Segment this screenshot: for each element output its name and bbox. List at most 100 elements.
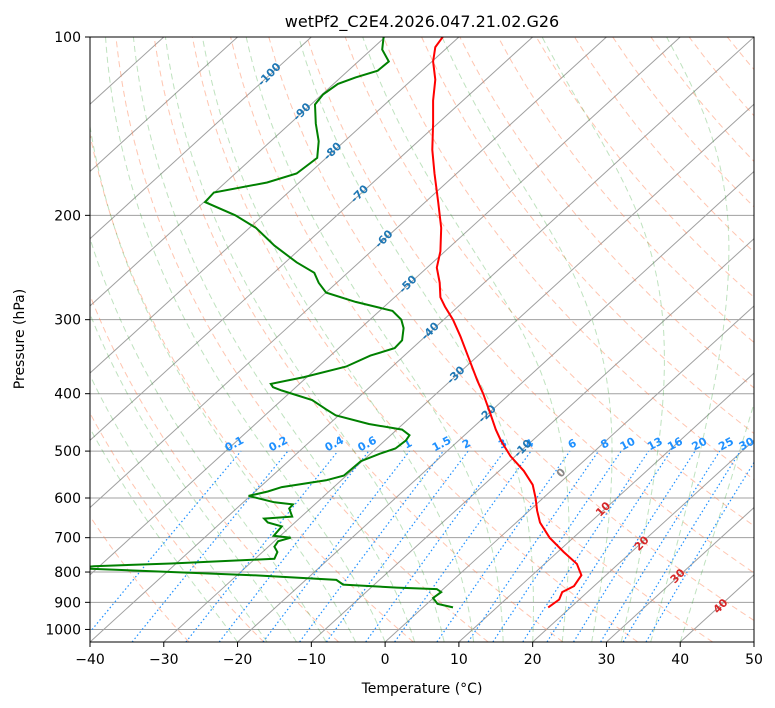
isotherm-line (163, 103, 754, 642)
mixing-ratio-line (185, 450, 339, 642)
mixing-ratio-line (622, 450, 741, 642)
dry-adiabat-line (90, 131, 414, 642)
isotherm-line (90, 37, 754, 642)
x-tick-label: 0 (381, 652, 390, 668)
moist-adiabat-line (362, 37, 570, 642)
x-tick-label: −40 (75, 652, 105, 668)
isotherm-line (458, 372, 754, 642)
dry-adiabat-line (382, 37, 754, 481)
moist-adiabat-line (90, 312, 298, 642)
moist-adiabat-line (679, 401, 754, 642)
mixing-ratio-label: 20 (690, 435, 710, 454)
dry-adiabat-line (191, 37, 639, 642)
x-tick-label: −30 (149, 652, 179, 668)
moist-adiabat-line (90, 427, 239, 642)
moist-adiabat-line (441, 37, 613, 642)
moist-adiabat-line (105, 37, 386, 642)
mixing-ratio-lines (90, 450, 754, 642)
x-tick-label: 40 (671, 652, 689, 668)
mixing-ratio-line (467, 450, 599, 642)
mixing-ratio-line (131, 450, 289, 642)
y-tick-label: 500 (54, 444, 81, 460)
pressure-gridlines (90, 37, 754, 630)
isotherm-line (606, 506, 754, 642)
x-tick-label: −10 (297, 652, 327, 668)
dewpoint-profile-line (90, 37, 454, 609)
dry-adiabat-line (421, 37, 754, 435)
dry-adiabat-line (344, 37, 754, 527)
mixing-ratio-label: 25 (716, 435, 736, 454)
isotherm-line (310, 237, 754, 642)
mixing-ratio-line (522, 450, 650, 642)
mixing-ratio-line (572, 450, 696, 642)
moist-adiabat-line (164, 37, 445, 642)
moist-adiabat-line (245, 37, 504, 642)
y-tick-label: 400 (54, 387, 81, 403)
isotherm-line (90, 37, 681, 576)
dry-adiabat-line (459, 37, 754, 389)
dry-adiabat-line (268, 37, 754, 622)
dry-adiabat-line (90, 412, 265, 642)
y-tick-label: 300 (54, 313, 81, 329)
isotherm-line (90, 37, 386, 307)
moist-adiabat-line (90, 374, 268, 642)
mixing-ratio-line (546, 450, 672, 642)
moist-adiabat-line (650, 37, 730, 642)
x-axis-label: Temperature (°C) (361, 681, 483, 697)
dry-adiabat-lines (90, 37, 754, 642)
dry-adiabat-line (115, 37, 489, 642)
isotherm-line (90, 37, 312, 240)
plot-frame (89, 36, 755, 643)
isotherm-line (90, 37, 238, 173)
dry-adiabat-line (497, 37, 754, 344)
y-axis-ticks: 100 200 300 400 500 600 700 800 900 1000 (45, 30, 90, 638)
x-tick-label: 50 (745, 652, 763, 668)
y-tick-label: 700 (54, 531, 81, 547)
mixing-ratio-label: 13 (645, 435, 665, 454)
mixing-ratio-label: 10 (618, 434, 638, 453)
moist-adiabat-line (298, 37, 534, 642)
y-tick-label: 1000 (45, 622, 81, 638)
mixing-ratio-label: 30 (737, 435, 757, 454)
isotherm-line (90, 37, 460, 374)
mixing-ratio-line (365, 450, 505, 642)
isotherm-line (90, 37, 534, 442)
x-tick-label: 10 (450, 652, 468, 668)
dry-adiabat-line (306, 37, 754, 574)
isotherm-line (532, 439, 754, 642)
moist-adiabat-line (132, 37, 416, 642)
y-axis-label: Pressure (hPa) (12, 289, 28, 389)
moist-adiabat-line (90, 123, 357, 642)
x-tick-label: 20 (524, 652, 542, 668)
y-tick-label: 600 (54, 491, 81, 507)
y-tick-label: 100 (54, 30, 81, 46)
mixing-ratio-label: 16 (665, 435, 685, 454)
mixing-ratio-line (325, 450, 469, 642)
chart-title: wetPf2_C2E4.2026.047.21.02.G26 (285, 12, 559, 32)
x-tick-label: 30 (598, 652, 616, 668)
mixing-ratio-line (436, 450, 571, 642)
mixing-ratio-line (299, 450, 444, 642)
isotherm-line (384, 305, 754, 642)
y-tick-label: 200 (54, 208, 81, 224)
y-tick-label: 800 (54, 565, 81, 581)
temperature-profile-line (431, 37, 583, 609)
plot-area: 0.10.20.40.611.52346810131620253036-100-… (90, 37, 757, 642)
isotherm-line (90, 37, 607, 509)
moist-adiabat-line (90, 236, 327, 642)
isotherm-lines (90, 37, 754, 642)
moist-adiabat-line (541, 37, 665, 642)
x-axis-ticks: −40 −30 −20 −10 0 10 20 30 40 50 (75, 642, 763, 668)
x-tick-label: −20 (223, 652, 253, 668)
moist-adiabat-line (201, 37, 475, 642)
isotherm-line (237, 170, 754, 642)
mixing-ratio-line (492, 450, 622, 642)
y-tick-label: 900 (54, 595, 81, 611)
dry-adiabat-line (153, 37, 564, 642)
dry-adiabat-line (230, 37, 713, 642)
dry-adiabat-line (90, 515, 190, 642)
mixing-ratio-line (394, 450, 532, 642)
dry-adiabat-line (535, 37, 754, 298)
